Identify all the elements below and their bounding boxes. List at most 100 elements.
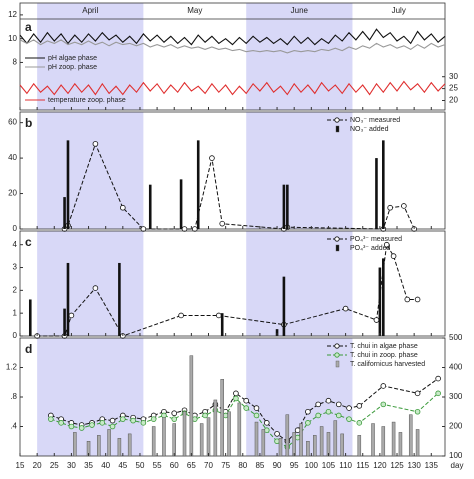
x-tick-label: 15 [16, 461, 25, 470]
y2-tick-label: 400 [449, 363, 463, 372]
marker [233, 390, 239, 397]
marker [346, 416, 352, 422]
marker [215, 312, 222, 319]
x-tick-label: 130 [407, 461, 421, 470]
marker [130, 417, 136, 424]
x-tick-label: 70 [204, 461, 213, 470]
month-shade [246, 112, 353, 229]
bar [73, 432, 77, 457]
marker [161, 412, 167, 419]
marker [305, 408, 311, 415]
x-tick-label: 50 [136, 461, 145, 470]
x-tick-label: 80 [238, 461, 247, 470]
marker [68, 312, 75, 319]
y-tick-label: 40 [8, 153, 17, 162]
bar [148, 184, 152, 229]
month-shade [37, 338, 144, 456]
x-tick-label: 75 [221, 461, 230, 470]
legend-swatch [335, 360, 340, 368]
marker [305, 420, 311, 426]
bar [189, 355, 194, 457]
y2-tick-label: 30 [449, 72, 458, 81]
x-tick-label: 100 [305, 461, 319, 470]
legend-marker [334, 343, 340, 349]
marker [140, 226, 147, 232]
bar [415, 429, 420, 457]
legend-label: PO₄³⁻ measured [350, 236, 402, 243]
y-tick-label: 2 [13, 285, 18, 294]
bar [408, 414, 413, 457]
bar [299, 423, 303, 457]
marker [78, 425, 85, 431]
marker [109, 423, 116, 430]
y-tick-label: 60 [8, 118, 17, 127]
x-tick-label: 135 [425, 461, 439, 470]
legend-marker [334, 117, 340, 123]
bar [182, 411, 187, 457]
bar [261, 429, 266, 457]
month-shade [246, 3, 353, 110]
y-tick-label: .8 [10, 392, 17, 401]
legend-label: temperature zoop. phase [48, 97, 126, 104]
marker [414, 296, 421, 303]
marker [387, 204, 393, 211]
marker [171, 416, 178, 422]
marker [390, 253, 397, 259]
panel-frame [19, 2, 446, 111]
x-tick-label: 55 [153, 461, 162, 470]
x-tick-label: 115 [356, 461, 369, 470]
marker [335, 412, 342, 419]
bar [319, 426, 324, 457]
bar [63, 308, 66, 336]
bar [254, 421, 259, 457]
marker [373, 317, 380, 323]
legend-swatch [335, 244, 340, 252]
panel-letter: d [25, 342, 32, 356]
bar [107, 429, 111, 457]
bar [326, 432, 331, 457]
x-tick-label: 125 [390, 461, 404, 470]
y2-tick-label: 200 [449, 422, 463, 431]
x-tick-label: 25 [50, 461, 59, 470]
bar [66, 140, 70, 229]
marker [150, 416, 157, 422]
y-tick-label: 4 [13, 240, 18, 249]
marker [120, 416, 126, 422]
bar [199, 423, 204, 457]
x-tick-label: 120 [373, 461, 387, 470]
bar [398, 432, 403, 457]
legend-swatch [335, 125, 340, 133]
bar [66, 262, 70, 336]
bar [285, 414, 290, 457]
bar [371, 423, 375, 457]
marker [92, 285, 99, 291]
marker [109, 417, 116, 424]
panel-frame [19, 111, 446, 230]
bar [97, 435, 101, 457]
marker [414, 390, 421, 397]
bar [278, 438, 283, 457]
bar [282, 276, 286, 336]
month-shade [37, 231, 144, 336]
series-line [19, 39, 446, 54]
marker [243, 397, 250, 404]
marker [68, 423, 75, 430]
marker [171, 410, 178, 417]
legend-label: NO₃⁻ added [350, 126, 389, 133]
month-label: May [187, 6, 202, 15]
panel-frame [19, 230, 446, 337]
x-tick-label: 45 [118, 461, 127, 470]
marker [58, 420, 64, 426]
y-tick-label: 12 [8, 10, 17, 19]
marker [325, 397, 332, 404]
marker [346, 405, 352, 411]
legend-label: PO₄³⁻ added [350, 245, 391, 252]
bar [179, 179, 183, 229]
bar [63, 197, 66, 229]
x-tick-label: 85 [255, 461, 264, 470]
panel-letter: c [25, 235, 32, 249]
bar [313, 435, 317, 457]
bar [220, 379, 224, 457]
y-tick-label: 1 [13, 308, 18, 317]
